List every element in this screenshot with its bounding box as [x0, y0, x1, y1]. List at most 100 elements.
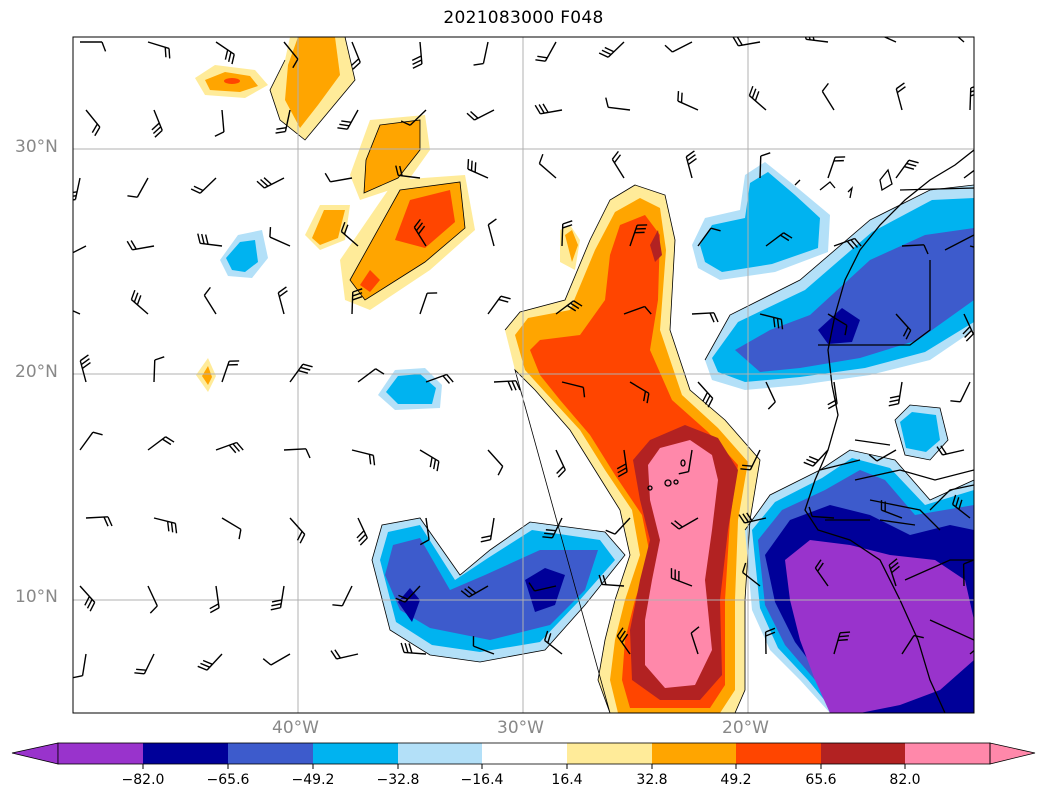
wind-barb-flag	[646, 393, 650, 404]
wind-barb-flag	[616, 627, 624, 637]
colorbar-bin	[652, 743, 738, 764]
wind-barb-flag	[332, 604, 343, 607]
colorbar-tick-label: 65.6	[805, 772, 837, 788]
wind-barb-flag	[507, 380, 513, 391]
wind-barb-flag	[200, 662, 210, 668]
wind-barb-flag	[296, 531, 303, 541]
wind-barb-flag	[844, 325, 848, 336]
wind-barb	[73, 310, 81, 315]
wind-barb-flag	[598, 574, 603, 585]
wind-barb	[969, 649, 974, 655]
wind-barb-flag	[895, 82, 905, 90]
wind-barb-flag	[209, 607, 220, 614]
wind-barb	[482, 41, 489, 64]
wind-barb-flag	[498, 298, 509, 303]
wind-barb-flag	[544, 532, 555, 535]
wind-barb-flag	[741, 562, 747, 573]
colorbar-tick-label: −65.6	[206, 772, 250, 788]
colorbar-tick-label: −16.4	[460, 772, 504, 788]
wind-barb-flag	[136, 295, 142, 306]
wind-barb-flag	[808, 506, 813, 517]
wind-barb-flag	[162, 438, 172, 446]
wind-barb	[672, 41, 693, 53]
wind-barb-flag	[73, 194, 77, 197]
wind-barb-flag	[535, 59, 546, 62]
wind-barb-flag	[598, 52, 609, 58]
wind-barb-flag	[429, 457, 433, 468]
wind-barb-flag	[736, 37, 743, 46]
wind-barb-flag	[804, 37, 807, 40]
wind-barb-flag	[814, 559, 822, 569]
wind-barb-flag	[950, 21, 953, 30]
wind-barb-flag	[127, 195, 138, 198]
wind-barb	[821, 90, 835, 111]
wind-barb-flag	[562, 224, 573, 229]
wind-barb-flag	[236, 442, 244, 451]
wind-barb-flag	[84, 596, 91, 606]
wind-barb-flag	[732, 37, 739, 47]
wind-barb-flag	[133, 292, 139, 303]
wind-barb-flag	[174, 523, 178, 534]
wind-barb-flag	[227, 51, 232, 62]
wind-barb-flag	[464, 588, 473, 596]
wind-barb-flag	[888, 403, 899, 407]
colorbar-extend-max	[989, 742, 1036, 765]
wind-barb-flag	[334, 649, 342, 659]
wind-barb-flag	[305, 448, 311, 459]
colorbar-frame	[57, 742, 991, 765]
wind-barb-flag	[436, 461, 440, 472]
wind-barb	[283, 41, 299, 60]
wind-barb-flag	[298, 369, 309, 374]
wind-barb-flag	[368, 454, 372, 465]
wind-barb-flag	[812, 37, 815, 41]
wind-barb-flag	[538, 153, 544, 164]
wind-barb-flag	[613, 154, 622, 164]
wind-barb-flag	[417, 225, 426, 235]
wind-barb-flag	[605, 97, 609, 108]
wind-barb-flag	[964, 329, 973, 339]
wind-barb-flag	[467, 586, 477, 594]
wind-barb-flag	[270, 607, 281, 611]
wind-barb-flag	[604, 46, 615, 53]
wind-barb	[957, 37, 965, 43]
wind-barb-flag	[299, 534, 306, 544]
wind-barb-flag	[500, 295, 511, 300]
wind-barb-flag	[473, 62, 484, 66]
lon-label-30w: 30°W	[497, 718, 544, 738]
wind-barb-flag	[204, 234, 209, 245]
wind-barb	[330, 177, 353, 183]
colorbar-tick-label: −49.2	[291, 772, 335, 788]
wind-barb-flag	[232, 443, 241, 452]
wind-barb-flag	[970, 86, 974, 89]
wind-barb-flag	[395, 165, 399, 176]
wind-barb-flag	[619, 630, 626, 640]
coastlines	[647, 149, 974, 713]
wind-barb-flag	[256, 180, 265, 189]
wind-barb-flag	[292, 58, 299, 69]
wind-barb-flag	[538, 104, 545, 114]
wind-barb-flag	[605, 529, 616, 535]
wind-barb	[221, 517, 242, 530]
wind-barb	[283, 448, 307, 451]
wind-barb-flag	[905, 330, 912, 340]
colorbar-tick-label: 82.0	[889, 772, 921, 788]
wind-barbs	[73, 21, 974, 679]
wind-barb	[221, 109, 225, 132]
wind-barb-flag	[412, 63, 423, 69]
wind-barb-flag	[748, 85, 754, 96]
wind-barb-flag	[850, 239, 859, 248]
wind-barb	[270, 653, 291, 666]
wind-barb-flag	[740, 468, 751, 471]
wind-barb-flag	[573, 300, 583, 307]
wind-barb-flag	[278, 290, 288, 298]
wind-barb-flag	[754, 91, 760, 102]
colorbar-bin	[567, 743, 653, 764]
wind-barb-flag	[94, 126, 101, 137]
wind-barb-flag	[767, 401, 776, 410]
colorbar-bin	[905, 743, 990, 764]
wind-barb-flag	[687, 157, 697, 165]
wind-barb-flag	[846, 240, 855, 250]
wind-barb	[759, 155, 762, 179]
wind-barb	[269, 236, 291, 247]
wind-barb	[901, 244, 925, 247]
